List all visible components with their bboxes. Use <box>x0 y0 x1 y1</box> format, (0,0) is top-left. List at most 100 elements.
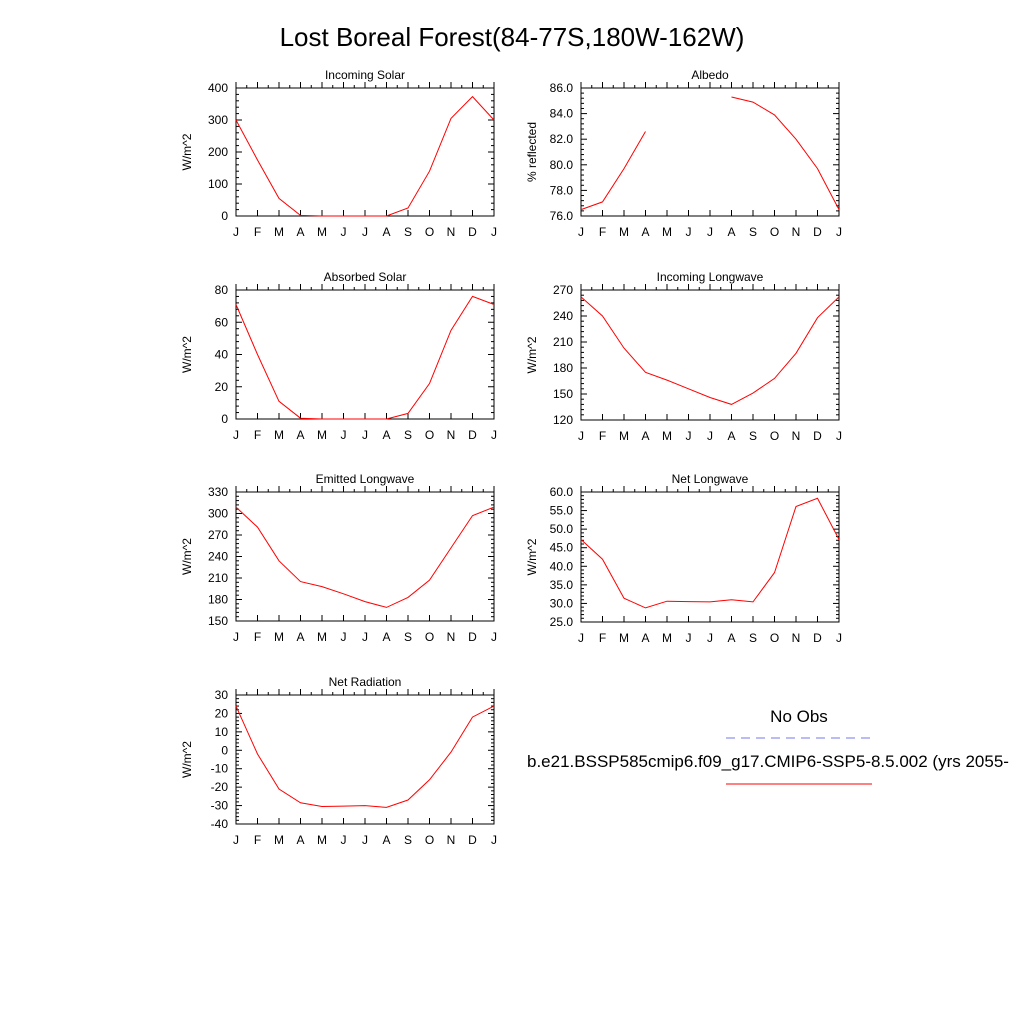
x-tick-label: N <box>792 225 801 239</box>
x-tick-label: M <box>662 225 672 239</box>
series-line <box>731 96 840 210</box>
x-tick-label: J <box>491 225 497 239</box>
y-tick-label: 330 <box>208 485 228 499</box>
x-tick-label: M <box>619 631 629 645</box>
x-tick-label: A <box>382 630 390 644</box>
y-tick-label: 80 <box>215 283 229 297</box>
y-axis-label: W/m^2 <box>180 133 194 170</box>
y-tick-label: 0 <box>221 743 228 757</box>
x-tick-label: M <box>662 631 672 645</box>
x-tick-label: J <box>233 630 239 644</box>
x-tick-label: O <box>770 225 779 239</box>
legend-model-label: b.e21.BSSP585cmip6.f09_g17.CMIP6-SSP5-8.… <box>527 752 1009 771</box>
panel-4: Incoming Longwave W/m^2 120 150 180 210 240 270… <box>525 270 842 443</box>
series-line <box>235 705 495 808</box>
series-line <box>235 295 495 420</box>
y-tick-label: 76.0 <box>550 209 574 223</box>
x-tick-label: S <box>749 225 757 239</box>
y-tick-label: 80.0 <box>550 158 574 172</box>
y-tick-label: 50.0 <box>550 522 574 536</box>
y-tick-label: 20 <box>215 706 229 720</box>
y-axis-label: W/m^2 <box>180 336 194 373</box>
y-tick-label: 40 <box>215 348 229 362</box>
x-tick-label: S <box>404 630 412 644</box>
x-tick-label: A <box>641 429 649 443</box>
x-tick-label: J <box>341 428 347 442</box>
x-tick-label: J <box>233 833 239 847</box>
y-tick-label: 200 <box>208 145 228 159</box>
y-tick-label: 82.0 <box>550 132 574 146</box>
x-tick-label: D <box>813 429 822 443</box>
x-tick-label: F <box>254 630 261 644</box>
y-tick-label: 270 <box>208 528 228 542</box>
y-tick-label: 210 <box>208 571 228 585</box>
y-tick-label: 60 <box>215 315 229 329</box>
y-axis-label: % reflected <box>525 122 539 182</box>
x-tick-label: J <box>491 428 497 442</box>
x-tick-label: D <box>468 833 477 847</box>
plot-frame <box>235 694 495 825</box>
y-tick-label: -10 <box>211 762 229 776</box>
panel-6: Net Longwave W/m^2 25.0 30.0 35.0 40.0 45.0 50.… <box>525 472 842 645</box>
panel-title: Albedo <box>691 68 729 82</box>
x-tick-label: F <box>599 429 606 443</box>
x-tick-label: M <box>317 630 327 644</box>
x-tick-label: J <box>836 225 842 239</box>
x-tick-label: M <box>619 429 629 443</box>
x-tick-label: F <box>599 225 606 239</box>
y-tick-label: 180 <box>208 593 228 607</box>
series-line <box>580 131 646 211</box>
x-tick-label: J <box>233 428 239 442</box>
y-tick-label: 40.0 <box>550 559 574 573</box>
x-tick-label: F <box>599 631 606 645</box>
x-tick-label: A <box>382 225 390 239</box>
x-tick-label: M <box>662 429 672 443</box>
x-tick-label: J <box>836 631 842 645</box>
plot-frame <box>580 289 840 421</box>
plot-frame <box>580 491 840 623</box>
y-tick-label: 45.0 <box>550 541 574 555</box>
x-tick-label: J <box>686 429 692 443</box>
x-tick-label: F <box>254 225 261 239</box>
x-tick-label: D <box>468 630 477 644</box>
x-tick-label: A <box>727 225 735 239</box>
x-tick-label: N <box>792 429 801 443</box>
x-tick-label: M <box>274 630 284 644</box>
y-tick-label: 0 <box>221 209 228 223</box>
x-tick-label: J <box>362 428 368 442</box>
x-tick-label: J <box>836 429 842 443</box>
x-tick-label: J <box>707 225 713 239</box>
x-tick-label: J <box>233 225 239 239</box>
x-tick-label: J <box>578 225 584 239</box>
x-tick-label: A <box>296 630 304 644</box>
x-tick-label: S <box>749 631 757 645</box>
y-tick-label: 240 <box>553 309 573 323</box>
x-tick-label: S <box>404 428 412 442</box>
x-tick-label: O <box>770 429 779 443</box>
x-tick-label: F <box>254 833 261 847</box>
x-tick-label: N <box>447 225 456 239</box>
y-tick-label: 300 <box>208 113 228 127</box>
x-tick-label: A <box>727 631 735 645</box>
y-tick-label: 0 <box>221 412 228 426</box>
y-tick-label: 300 <box>208 507 228 521</box>
series-line <box>235 506 495 608</box>
x-tick-label: S <box>404 833 412 847</box>
x-tick-label: J <box>578 429 584 443</box>
x-tick-label: M <box>274 225 284 239</box>
series-line <box>580 296 840 405</box>
y-axis-label: W/m^2 <box>180 741 194 778</box>
plot-frame <box>580 87 840 217</box>
panel-title: Incoming Solar <box>325 68 405 82</box>
x-tick-label: J <box>362 833 368 847</box>
y-tick-label: 60.0 <box>550 485 574 499</box>
x-tick-label: A <box>296 428 304 442</box>
y-tick-label: 20 <box>215 380 229 394</box>
y-tick-label: 180 <box>553 361 573 375</box>
y-tick-label: 86.0 <box>550 81 574 95</box>
y-tick-label: 35.0 <box>550 578 574 592</box>
y-tick-label: -40 <box>211 817 229 831</box>
